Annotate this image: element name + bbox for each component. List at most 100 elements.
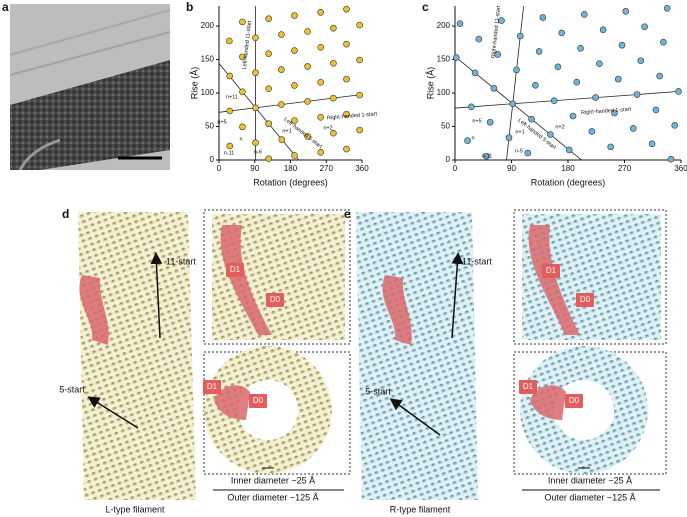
point xyxy=(539,14,547,21)
x-axis-label: Rotation (degrees) xyxy=(253,177,328,187)
point xyxy=(317,113,324,121)
domain-label: D1 xyxy=(230,265,241,274)
x-tick-label: 180 xyxy=(561,164,575,173)
outer-diameter: Outer diameter ~125 Å xyxy=(227,492,318,502)
point xyxy=(343,145,350,153)
point xyxy=(356,56,363,64)
point xyxy=(456,20,464,27)
y-tick-label: 50 xyxy=(205,122,214,131)
point xyxy=(252,104,259,112)
point xyxy=(356,126,363,134)
annotation: Left-handed 11-start xyxy=(242,20,253,70)
point xyxy=(278,31,285,38)
domain-label: D0 xyxy=(253,396,264,405)
y-tick-label: 0 xyxy=(210,155,215,164)
x-tick-label: 180 xyxy=(284,164,298,173)
point xyxy=(550,97,558,104)
point xyxy=(343,40,350,48)
panel-label: b xyxy=(186,0,193,14)
domain-render xyxy=(530,385,566,420)
point xyxy=(558,29,566,37)
domain-badge xyxy=(576,293,594,307)
point xyxy=(588,128,596,135)
arrow-label: 5-start xyxy=(59,384,85,394)
domain-badge xyxy=(226,263,244,277)
point xyxy=(490,85,498,92)
point xyxy=(304,133,311,140)
x-tick-label: 90 xyxy=(507,164,516,173)
point xyxy=(317,149,324,156)
point xyxy=(592,94,599,101)
point xyxy=(278,136,286,143)
annotation: Right-handed 11-start xyxy=(491,5,503,59)
annotation: Right-handed 1-start xyxy=(581,107,632,117)
point xyxy=(498,17,505,24)
point xyxy=(483,152,490,160)
x-tick-label: 270 xyxy=(320,164,334,173)
point xyxy=(468,103,475,111)
point xyxy=(652,106,660,114)
point xyxy=(291,12,298,19)
point xyxy=(573,78,581,86)
point xyxy=(330,129,337,137)
point xyxy=(317,79,324,86)
point xyxy=(239,88,246,96)
domain-badge xyxy=(542,264,560,278)
x-tick-label: 0 xyxy=(453,164,458,173)
x-tick-label: 360 xyxy=(355,164,369,173)
domain-label: D0 xyxy=(270,295,281,304)
point xyxy=(343,75,350,83)
point xyxy=(486,118,494,126)
outer-diameter: Outer diameter ~125 Å xyxy=(544,492,635,502)
point xyxy=(614,75,622,83)
caption: L-type filament xyxy=(105,504,165,514)
point xyxy=(535,48,543,55)
point xyxy=(528,115,535,123)
inset-box xyxy=(513,209,667,345)
domain-label: D1 xyxy=(546,266,557,275)
y-tick-label: 0 xyxy=(446,155,451,164)
point xyxy=(330,59,337,67)
point xyxy=(494,51,501,58)
point xyxy=(265,120,272,127)
labels: 11-start 5-start D1 D0 D1 D0 Inner diameter ~2… xyxy=(59,256,635,514)
point xyxy=(278,66,285,73)
annotation: n+11 xyxy=(226,94,238,100)
point xyxy=(577,45,584,52)
domain-render xyxy=(528,225,580,335)
lattice-line xyxy=(455,90,681,109)
point xyxy=(516,32,524,40)
point xyxy=(607,143,614,151)
annotation: n-5 xyxy=(515,148,523,154)
point xyxy=(304,63,311,70)
inner-diameter: Inner diameter ~25 Å xyxy=(231,475,315,485)
annotation: n+5 xyxy=(472,118,481,124)
domain-label: D1 xyxy=(207,382,218,391)
point xyxy=(252,34,259,42)
point xyxy=(663,4,671,12)
point xyxy=(252,69,259,77)
annotation: n+2 xyxy=(555,124,564,130)
point xyxy=(239,53,246,61)
domain-badge xyxy=(266,293,284,307)
annotation: n+1 xyxy=(282,128,291,134)
point xyxy=(596,60,603,68)
point xyxy=(509,100,517,108)
y-tick-label: 150 xyxy=(201,55,215,64)
point xyxy=(547,131,554,138)
point xyxy=(656,72,663,80)
point xyxy=(641,23,648,31)
x-tick-label: 90 xyxy=(250,164,259,173)
point xyxy=(226,142,234,150)
point xyxy=(554,63,562,71)
point xyxy=(317,44,324,51)
point xyxy=(252,139,259,147)
point xyxy=(226,107,234,115)
y-tick-label: 100 xyxy=(437,88,451,97)
point xyxy=(618,41,626,49)
arrow-label: 5-start xyxy=(365,386,391,396)
panel-label: c xyxy=(422,0,429,14)
panel-label: d xyxy=(62,207,69,221)
point xyxy=(611,109,618,117)
